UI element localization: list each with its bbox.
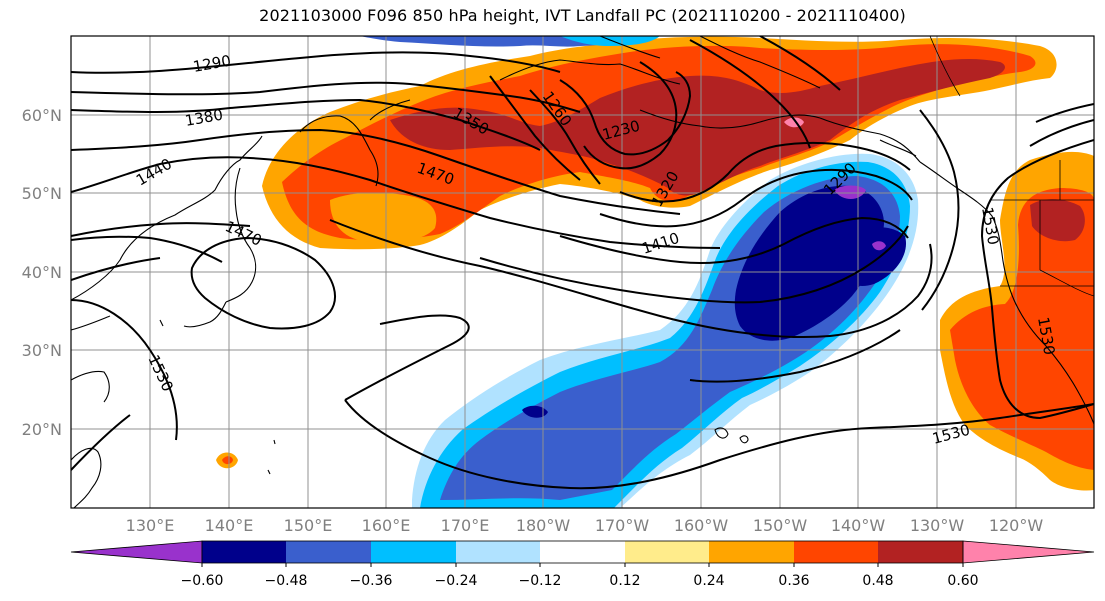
colorbar-tick-label: −0.36 bbox=[350, 573, 393, 589]
contour-label: 1380 bbox=[184, 106, 225, 130]
colorbar: −0.60 −0.48 −0.36 −0.24 −0.12 0.12 0.24 … bbox=[70, 540, 1095, 589]
latitude-labels: 60°N 50°N 40°N 30°N 20°N bbox=[22, 106, 62, 439]
colorbar-tick-label: 0.60 bbox=[947, 573, 978, 589]
negative-anomaly-navy-spot bbox=[522, 405, 548, 418]
map-title: 2021103000 F096 850 hPa height, IVT Land… bbox=[259, 6, 906, 25]
lon-label: 170°W bbox=[595, 516, 650, 535]
negative-anomaly-navy-core bbox=[734, 185, 884, 341]
colorbar-tick-labels: −0.60 −0.48 −0.36 −0.24 −0.12 0.12 0.24 … bbox=[181, 573, 979, 589]
positive-anomaly-west-coast-darkred bbox=[1030, 199, 1085, 242]
lon-label: 170°E bbox=[441, 516, 490, 535]
lon-label: 130°E bbox=[126, 516, 175, 535]
colorbar-tick-label: 0.48 bbox=[862, 573, 893, 589]
lat-label: 30°N bbox=[22, 341, 62, 360]
colorbar-tick-label: −0.12 bbox=[519, 573, 562, 589]
colorbar-segment bbox=[962, 540, 1095, 564]
lon-label: 130°W bbox=[910, 516, 965, 535]
height-contours bbox=[71, 36, 1094, 490]
negative-anomaly-top-edge-cyan bbox=[560, 36, 660, 46]
contour-label: 1440 bbox=[133, 155, 175, 190]
negative-anomaly-purple-spot-2 bbox=[872, 241, 886, 251]
colorbar-segment bbox=[371, 541, 456, 563]
lon-label: 160°E bbox=[362, 516, 411, 535]
colorbar-segment bbox=[540, 541, 625, 563]
lon-label: 180°W bbox=[516, 516, 571, 535]
positive-anomaly-red-dot bbox=[222, 456, 233, 465]
lon-label: 140°W bbox=[831, 516, 886, 535]
colorbar-segment bbox=[286, 541, 371, 563]
lon-label: 160°W bbox=[674, 516, 729, 535]
colorbar-segment bbox=[709, 541, 794, 563]
contour-label: 1290 bbox=[192, 52, 233, 76]
lat-label: 60°N bbox=[22, 106, 62, 125]
colorbar-tick-marks bbox=[201, 563, 964, 567]
lat-label: 20°N bbox=[22, 420, 62, 439]
lon-label: 120°W bbox=[989, 516, 1044, 535]
positive-anomaly-west-coast-red bbox=[950, 188, 1094, 470]
map-frame bbox=[70, 35, 1095, 509]
colorbar-segment bbox=[456, 541, 540, 563]
colorbar-segments bbox=[70, 540, 1095, 564]
colorbar-outline bbox=[201, 540, 964, 564]
colorbar-tick-label: −0.60 bbox=[181, 573, 224, 589]
contour-label: 1410 bbox=[640, 229, 682, 258]
colorbar-segment bbox=[202, 541, 286, 563]
colorbar-tick-label: 0.24 bbox=[693, 573, 724, 589]
colorbar-segment bbox=[625, 541, 709, 563]
colorbar-segment bbox=[794, 541, 878, 563]
lon-label: 150°E bbox=[284, 516, 333, 535]
colorbar-segment bbox=[70, 540, 203, 564]
colorbar-tick-label: 0.36 bbox=[778, 573, 809, 589]
lat-label: 40°N bbox=[22, 263, 62, 282]
colorbar-tick-label: 0.12 bbox=[609, 573, 640, 589]
contour-label: 1530 bbox=[144, 352, 176, 394]
negative-anomaly-navy-east bbox=[838, 227, 907, 287]
lon-label: 150°W bbox=[753, 516, 808, 535]
colorbar-segment bbox=[878, 541, 963, 563]
positive-anomaly-darkred-core bbox=[390, 59, 1005, 196]
longitude-labels: 130°E 140°E 150°E 160°E 170°E 180°W 170°… bbox=[126, 516, 1044, 535]
lon-label: 140°E bbox=[205, 516, 254, 535]
colorbar-tick-label: −0.24 bbox=[435, 573, 478, 589]
lat-label: 50°N bbox=[22, 184, 62, 203]
colorbar-tick-label: −0.48 bbox=[265, 573, 308, 589]
